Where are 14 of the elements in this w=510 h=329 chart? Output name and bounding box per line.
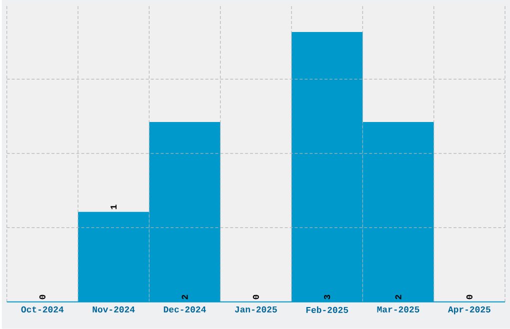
x-tick-label: Dec-2024 <box>164 306 206 313</box>
data-label: 2 <box>395 294 402 300</box>
x-tick-label: Mar-2025 <box>377 306 420 313</box>
x-tick-label: Oct-2024 <box>21 306 64 313</box>
data-label: 0 <box>466 294 472 300</box>
data-label: 2 <box>182 294 188 300</box>
x-tick-label: Feb-2025 <box>306 306 348 314</box>
data-label: 0 <box>252 294 259 300</box>
data-label: 0 <box>39 294 46 300</box>
x-tick-label: Jan-2025 <box>234 306 277 313</box>
data-label: 1 <box>110 204 117 210</box>
x-tick-label: Apr-2025 <box>448 306 490 314</box>
x-tick-label: Nov-2024 <box>92 306 135 313</box>
data-label: 3 <box>324 294 330 300</box>
